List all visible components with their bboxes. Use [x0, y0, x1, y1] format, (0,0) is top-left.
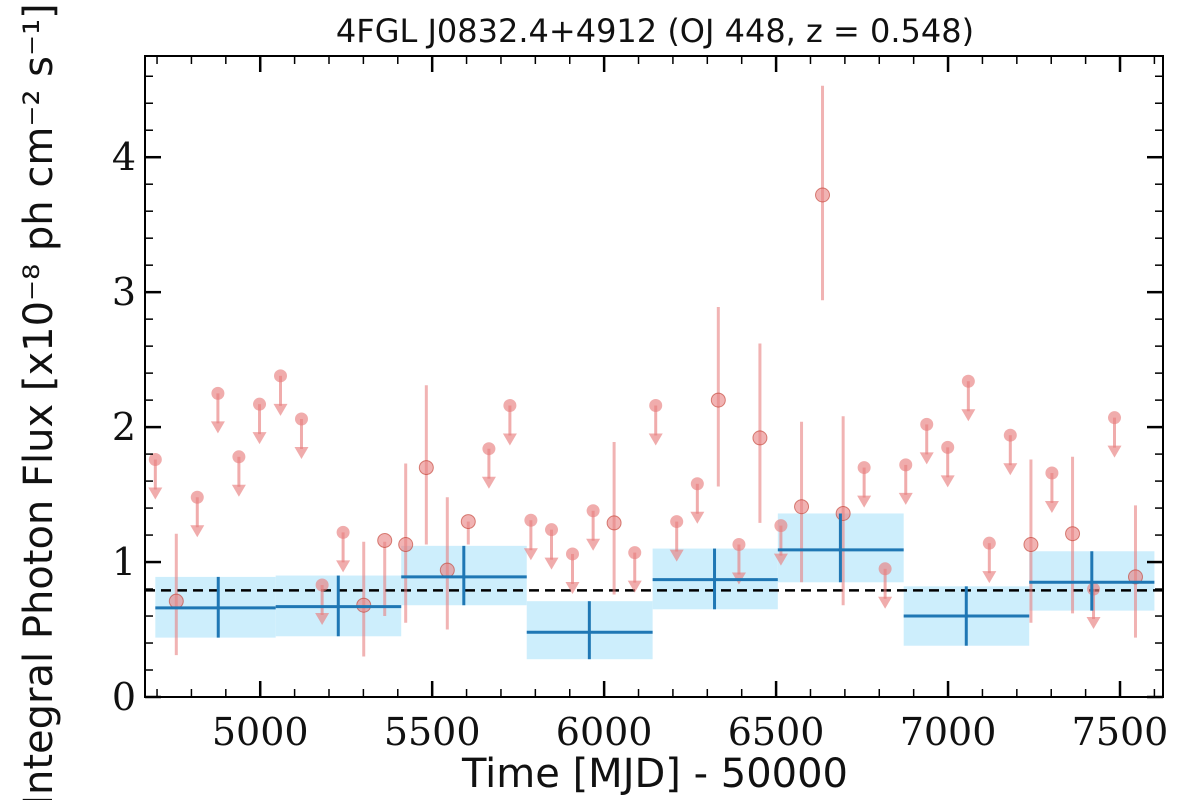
- x-tick-label: 7000: [900, 710, 997, 754]
- upper-limit-arrow-head: [148, 487, 163, 500]
- upper-limit-point: [1108, 411, 1122, 425]
- detection-point: [168, 593, 184, 609]
- upper-limit-arrow-head: [961, 409, 976, 422]
- x-axis-label: Time [MJD] - 50000: [461, 751, 848, 797]
- upper-limit-arrow-head: [1107, 445, 1122, 458]
- y-axis-label: Integral Photon Flux [x10⁻⁸ ph cm⁻² s⁻¹]: [16, 3, 62, 800]
- upper-limit-point: [148, 452, 162, 466]
- detection-point: [710, 392, 726, 408]
- x-tick-label: 5000: [212, 710, 309, 754]
- y-tick-label: 1: [112, 540, 136, 584]
- upper-limit-point: [482, 442, 496, 456]
- upper-limit-arrow-head: [857, 495, 872, 508]
- upper-limit-arrow-head: [919, 452, 934, 465]
- upper-limit-arrow-head: [190, 525, 205, 538]
- upper-limit-point: [545, 523, 559, 537]
- y-tick-label: 0: [112, 675, 136, 719]
- upper-limit-point: [670, 515, 684, 529]
- detection-point: [794, 499, 810, 515]
- upper-limit-arrow-head: [940, 475, 955, 488]
- upper-limit-point: [336, 525, 350, 539]
- upper-limit-point: [1087, 582, 1101, 596]
- detection-point: [418, 460, 434, 476]
- upper-limit-point: [253, 397, 267, 411]
- upper-limit-point: [649, 399, 663, 413]
- upper-limit-arrow-head: [502, 433, 517, 446]
- upper-limit-arrow-head: [544, 557, 559, 570]
- plot-frame: [144, 55, 1164, 698]
- upper-limit-point: [586, 504, 600, 518]
- x-tick-label: 7500: [1072, 710, 1169, 754]
- y-tick-label: 4: [112, 135, 136, 179]
- upper-limit-arrow-head: [1086, 617, 1101, 630]
- detection-point: [606, 515, 622, 531]
- upper-limit-arrow-head: [294, 447, 309, 460]
- upper-limit-arrow-head: [315, 612, 330, 625]
- upper-limit-arrow-head: [210, 421, 225, 434]
- upper-limit-point: [899, 458, 913, 472]
- upper-limit-point: [315, 578, 329, 592]
- upper-limit-arrow-head: [565, 581, 580, 594]
- upper-limit-arrow-head: [1044, 500, 1059, 513]
- y-tick-label: 3: [112, 270, 136, 314]
- detection-point: [377, 532, 393, 548]
- upper-limit-point: [503, 399, 517, 413]
- upper-limit-arrow-head: [252, 432, 267, 445]
- upper-limit-arrow-head: [878, 596, 893, 609]
- upper-limit-point: [732, 538, 746, 552]
- detection-point: [1065, 526, 1081, 542]
- upper-limit-point: [211, 386, 225, 400]
- upper-limit-arrow-head: [690, 511, 705, 524]
- detection-point: [439, 562, 455, 578]
- upper-limit-arrow-head: [231, 484, 246, 497]
- upper-limit-arrow-head: [523, 548, 538, 561]
- upper-limit-point: [920, 417, 934, 431]
- detection-point: [398, 537, 414, 553]
- upper-limit-arrow-head: [773, 553, 788, 566]
- detection-point: [460, 514, 476, 530]
- upper-limit-point: [941, 440, 955, 454]
- detection-point: [1023, 537, 1039, 553]
- y-tick-label: 2: [112, 405, 136, 449]
- upper-limit-arrow-head: [669, 549, 684, 562]
- upper-limit-point: [274, 369, 288, 383]
- upper-limit-arrow-head: [586, 538, 601, 551]
- detection-point: [752, 430, 768, 446]
- upper-limit-arrow-head: [1003, 463, 1018, 476]
- upper-limit-arrow-head: [898, 492, 913, 505]
- upper-limit-point: [294, 412, 308, 426]
- upper-limit-point: [961, 374, 975, 388]
- upper-limit-point: [565, 547, 579, 561]
- upper-limit-point: [628, 546, 642, 560]
- upper-limit-arrow-head: [273, 403, 288, 416]
- upper-limit-arrow-head: [481, 476, 496, 489]
- chart-title: 4FGL J0832.4+4912 (OJ 448, z = 0.548): [336, 12, 974, 50]
- x-tick-label: 5500: [384, 710, 481, 754]
- x-tick-label: 6500: [728, 710, 825, 754]
- upper-limit-point: [232, 450, 246, 464]
- upper-limit-point: [524, 513, 538, 527]
- upper-limit-arrow-head: [627, 580, 642, 593]
- upper-limit-point: [1003, 428, 1017, 442]
- upper-limit-point: [190, 490, 204, 504]
- upper-limit-point: [1045, 466, 1059, 480]
- upper-limit-arrow-head: [982, 571, 997, 584]
- upper-limit-point: [878, 562, 892, 576]
- upper-limit-arrow-head: [648, 433, 663, 446]
- upper-limit-arrow-head: [336, 560, 351, 573]
- upper-limit-point: [857, 461, 871, 475]
- x-tick-label: 6000: [556, 710, 653, 754]
- upper-limit-point: [982, 536, 996, 550]
- upper-limit-point: [774, 519, 788, 533]
- upper-limit-point: [690, 477, 704, 491]
- detection-point: [835, 505, 851, 521]
- detection-point: [815, 187, 831, 203]
- detection-point: [1127, 569, 1143, 585]
